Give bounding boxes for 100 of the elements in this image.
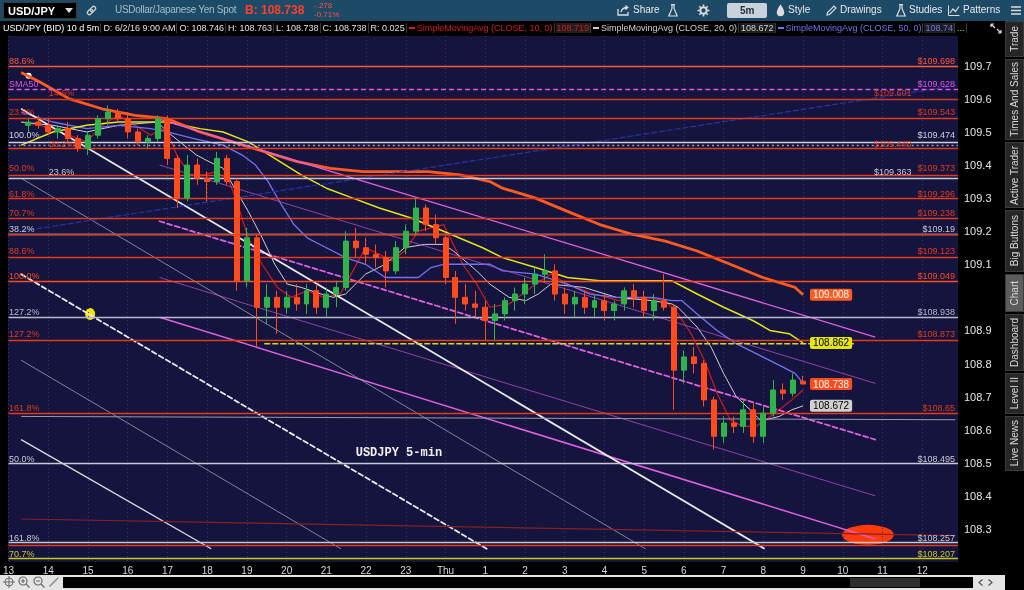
x-tick-label: 3	[561, 564, 568, 576]
y-tick-label: 109.5	[964, 125, 992, 138]
x-tick-label: 2	[522, 564, 529, 576]
ref-line-label: $109.238	[917, 208, 956, 219]
annotation: 161.8%	[9, 402, 40, 413]
text: Share	[633, 4, 660, 15]
text: 5m	[740, 5, 755, 16]
text: Drawings	[840, 4, 882, 15]
y-tick-label: 108.9	[964, 324, 992, 337]
ref-line-label: $109.19	[922, 223, 956, 234]
text: Studies	[909, 4, 943, 15]
ref-line-label: $109.123	[917, 246, 956, 257]
text: Patterns	[963, 4, 1001, 15]
x-tick-label: 21	[320, 564, 333, 576]
x-tick-label: 16	[122, 564, 134, 576]
annotation: 127.2%	[9, 328, 40, 339]
text: Times And Sales	[1009, 62, 1020, 137]
text: D: 6/2/16 9:00 AM	[102, 23, 178, 33]
ref-line-label: $109.049	[917, 270, 956, 281]
x-tick-label: 18	[201, 564, 214, 576]
legend-label: SimpleMovingAvg (CLOSE, 20, 0)	[600, 23, 739, 33]
text: Style	[788, 4, 811, 15]
x-tick-label: 7	[720, 564, 727, 576]
x-tick-label: 4	[601, 564, 608, 576]
text: C: 108.738	[321, 23, 369, 33]
text: Live News	[1009, 420, 1020, 467]
ref-line-label: $109.363	[873, 166, 912, 177]
y-tick-label: 108.6	[964, 423, 992, 436]
x-tick-label: 6	[681, 564, 688, 576]
legend-label: SimpleMovingAvg (CLOSE, 10, 0)	[415, 23, 555, 33]
y-tick-label: 109.3	[964, 192, 992, 205]
y-tick-label: 108.4	[964, 489, 992, 502]
ref-line-label: $109.296	[917, 188, 956, 199]
x-tick-label: 13	[3, 564, 15, 576]
ref-line-label: $108.495	[917, 453, 956, 464]
data-label: 108.672	[812, 400, 850, 412]
text: Chart	[1009, 280, 1020, 306]
annotation: 100.0%	[9, 130, 40, 141]
legend-label: SimpleMovingAvg (CLOSE, 50, 0)	[784, 23, 924, 33]
annotation: 23.6%	[48, 166, 75, 177]
text: Big Buttons	[1009, 215, 1020, 267]
ref-line-label: $108.207	[917, 549, 956, 560]
x-tick-label: 11	[877, 564, 889, 576]
text: Dashboard	[1009, 318, 1020, 367]
ref-line-label: $109.373	[917, 163, 956, 174]
annotation: 127.2%	[9, 307, 40, 318]
x-tick-label: 14	[42, 564, 55, 576]
annotation: USDJPY 5-min	[355, 445, 443, 460]
text: 108.74	[924, 23, 955, 33]
ref-line-label: $108.938	[917, 307, 956, 318]
text: R: 0.025	[369, 23, 407, 33]
x-tick-label: 10	[837, 564, 849, 576]
y-tick-label: 109.4	[964, 159, 992, 172]
text: -.278	[314, 1, 333, 10]
x-tick-label: 23	[400, 564, 412, 576]
x-tick-label: 12	[916, 564, 929, 576]
y-tick-label: 108.7	[964, 390, 992, 403]
text: Active Trader	[1009, 145, 1020, 205]
x-tick-label: 1	[482, 564, 489, 576]
text: Level II	[1009, 377, 1020, 410]
ref-line-label: $108.873	[917, 328, 956, 339]
x-tick-label: 15	[82, 564, 95, 576]
text: 108.719	[555, 23, 592, 33]
ref-line-label: $109.543	[917, 107, 956, 118]
text: B: 108.738	[245, 3, 305, 17]
x-tick-label: Thu	[436, 564, 455, 576]
y-tick-label: 109.6	[964, 92, 992, 105]
annotation: 50.0%	[9, 453, 35, 464]
annotation: 100.0%	[9, 270, 40, 281]
y-tick-label: 108.5	[964, 456, 992, 469]
annotation: 50.0%	[9, 163, 35, 174]
x-tick-label: 22	[360, 564, 373, 576]
annotation: 70.7%	[9, 208, 35, 219]
text: Trade	[1009, 26, 1020, 52]
x-tick-label: 19	[241, 564, 253, 576]
annotation: SMA50	[9, 79, 39, 90]
x-tick-label: 8	[760, 564, 767, 576]
x-tick-label: 20	[281, 564, 293, 576]
chart-subtitle: USDollar/Japanese Yen Spot	[115, 4, 237, 15]
text: ...	[955, 23, 967, 33]
y-tick-label: 109.2	[964, 225, 992, 238]
y-tick-label: 108.3	[964, 522, 992, 535]
annotation: 161.8%	[9, 532, 40, 543]
x-tick-label: 9	[800, 564, 807, 576]
data-label: 108.862	[812, 337, 850, 349]
x-tick-label: 5	[641, 564, 648, 576]
text: 108.672	[740, 23, 776, 33]
annotation: 88.6%	[9, 55, 35, 66]
text: H: 108.763	[226, 23, 275, 33]
text: L: 108.738	[275, 23, 321, 33]
text: USD/JPY	[8, 5, 56, 17]
ref-line-label: $109.601	[873, 88, 912, 99]
annotation: 70.7%	[9, 549, 35, 560]
ref-line-label: $108.257	[917, 532, 956, 543]
y-tick-label: 109.1	[964, 258, 992, 271]
x-tick-label: 17	[161, 564, 174, 576]
annotation: 88.6%	[9, 246, 35, 257]
ref-line-label: $109.628	[917, 79, 956, 90]
ref-line-label: $108.65	[922, 402, 956, 413]
annotation: 38.2%	[9, 223, 35, 234]
